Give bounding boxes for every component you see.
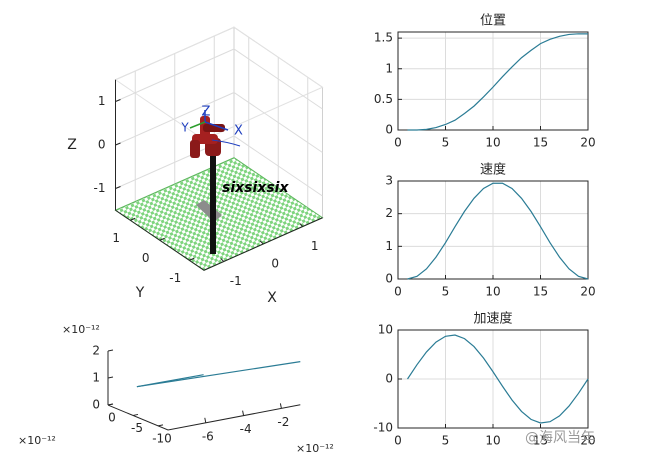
x-tick-label: -6 [202,429,214,443]
xy-axes [107,404,301,431]
grid-line [115,135,323,197]
x-tick-label: 20 [580,285,595,299]
x-exponent: ×10⁻¹² [296,442,334,455]
line-3d [136,374,204,388]
tick-mark [259,240,264,245]
x-tick-label: -4 [240,422,252,436]
xy-axes [115,209,323,271]
x-tick-label: 0 [394,136,402,150]
x-tick-label: -1 [230,274,242,288]
z-tick-label: 0 [92,398,100,412]
z-tick-label: -1 [94,181,106,195]
frame-label: Y [180,121,189,135]
x-tick-label: 5 [442,434,450,448]
tick-mark [299,223,304,227]
y-tick-label: 1.5 [374,31,393,45]
tick-mark [204,417,207,423]
y-tick-label: 1 [385,239,393,253]
y-tick-label: 0 [142,251,150,265]
z-tick-label: 1 [92,371,100,385]
x-tick-label: -2 [277,415,289,429]
z-tick-label: 0 [98,138,106,152]
z-tick-label: 2 [92,344,100,358]
tick-mark [107,349,114,352]
y-tick-label: -10 [152,431,172,445]
x-tick-label: 0 [394,434,402,448]
x-tick-label: 20 [580,434,595,448]
tick-mark [189,257,195,261]
tick-mark [115,99,121,102]
tick-mark [132,413,139,416]
frame-axis [204,121,229,131]
tick-mark [159,237,165,241]
annotation: sixsixsix [222,180,289,196]
watermark: @海风当年 [525,430,595,446]
y-tick-label: 0 [385,272,393,286]
y-tick-label: -1 [169,271,181,285]
grid-line [115,48,323,110]
x-axis-label: X [267,290,277,306]
tick-mark [279,403,282,409]
tick-mark [107,376,114,379]
y-tick-label: 0 [108,411,116,425]
y-exponent: ×10⁻¹² [18,434,56,447]
y-tick-label: 3 [385,174,393,188]
trajectory [211,139,241,147]
line [407,182,589,280]
x-tick-label: 0 [394,285,402,299]
z-tick-label: 1 [98,94,106,108]
x-tick-label: 15 [533,136,548,150]
axes-box [397,31,589,131]
y-tick-label: 1 [112,231,120,245]
line [407,33,588,131]
tick-mark [157,424,164,427]
y-tick-label: 10 [378,323,393,337]
frame-axis [189,121,206,129]
tick-mark [220,258,225,262]
y-axis-label: Y [135,285,145,301]
x-tick-label: 0 [271,257,279,271]
tick-mark [242,410,245,416]
y-tick-label: 0 [385,372,393,386]
x-tick-label: 10 [485,434,500,448]
axes-box [397,180,589,280]
y-tick-label: 1 [385,61,393,75]
x-tick-label: 5 [442,285,450,299]
line-3d [136,361,301,388]
x-tick-label: 1 [311,239,319,253]
z-axis-label: Z [67,137,77,153]
tick-mark [130,217,136,221]
frame-label: X [234,124,243,139]
x-tick-label: 5 [442,136,450,150]
x-tick-label: 10 [485,285,500,299]
x-tick-label: 15 [533,285,548,299]
chart-title: 加速度 [473,311,512,327]
chart-title: 速度 [480,162,506,178]
x-tick-label: 20 [580,136,595,150]
robot-link [203,124,225,132]
y-tick-label: -10 [373,421,393,435]
chart-title: 位置 [480,14,506,29]
tick-mark [115,142,121,146]
grid-line [115,91,323,153]
line [407,334,589,424]
tick-mark [107,403,114,406]
robot-link [190,140,200,158]
frame-label: Z [202,105,211,120]
x-tick-label: 15 [533,434,548,448]
z-exponent: ×10⁻¹² [62,323,100,336]
tick-mark [115,186,121,189]
y-tick-label: 0 [385,123,393,137]
x-tick-label: 10 [485,136,500,150]
y-tick-label: 2 [385,206,393,220]
y-tick-label: -5 [131,421,143,435]
y-tick-label: 0.5 [374,92,393,106]
